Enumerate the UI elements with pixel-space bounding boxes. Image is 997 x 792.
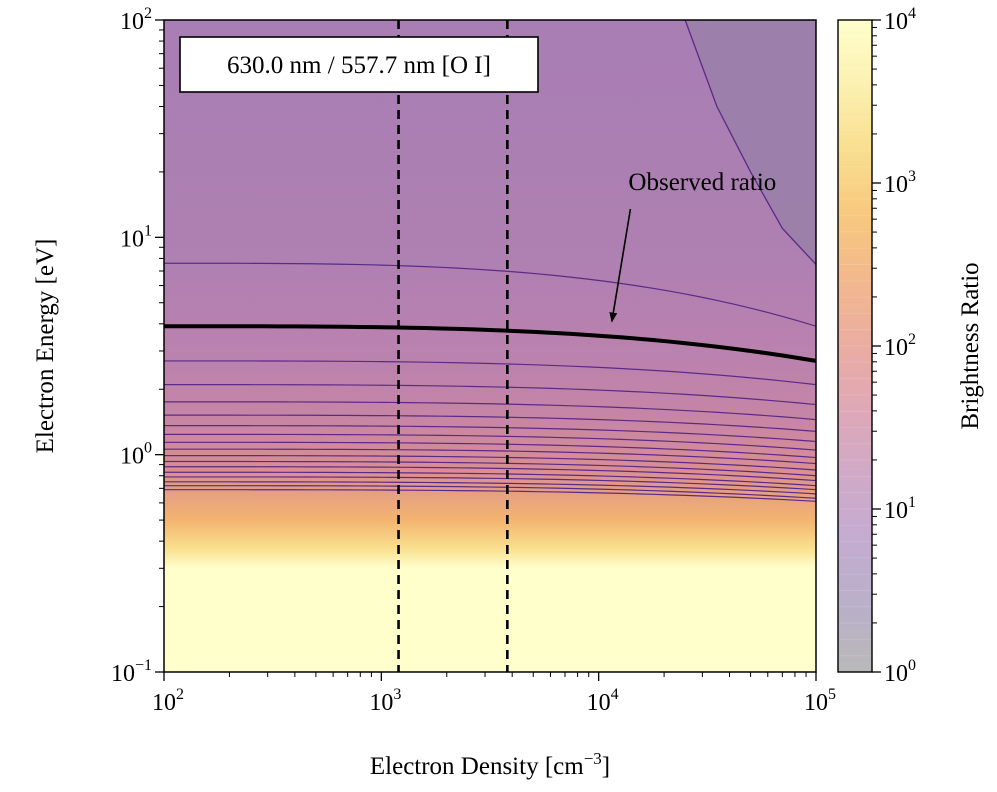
y-axis-ticks: 10−1 100 101 102 [111, 5, 164, 687]
annotation-separator: / [328, 52, 335, 79]
contour [164, 433, 816, 451]
contour-lines [164, 20, 816, 502]
plot-area: 102 103 104 105 10−1 100 101 102 [111, 5, 836, 716]
x-tick-label: 104 [587, 686, 619, 716]
contour [164, 448, 816, 465]
colorbar-tick-label: 104 [884, 5, 916, 35]
contour [164, 489, 816, 502]
density-bounds [397, 20, 509, 672]
contour-upper-right [684, 20, 816, 265]
contour [164, 476, 816, 491]
annotation-denominator: 557.7 nm [341, 52, 436, 79]
contour-ratio-10 [164, 262, 816, 327]
colorbar-tick-label: 101 [884, 494, 916, 524]
annotation-box: 630.0 nm / 557.7 nm [O I] [179, 36, 539, 93]
contour [164, 414, 816, 432]
observed-ratio-arrow [609, 208, 632, 323]
colorbar-tick-label: 102 [884, 331, 916, 361]
contour [164, 455, 816, 471]
contour-observed [164, 324, 816, 363]
colorbar-bands [838, 35, 872, 657]
plot-frame [163, 19, 817, 673]
contour [164, 425, 816, 443]
annotation-numerator: 630.0 nm [227, 52, 322, 79]
y-tick-label: 102 [120, 5, 152, 35]
contour [164, 441, 816, 459]
colorbar-tick-label: 100 [884, 657, 916, 687]
x-tick-label: 105 [804, 686, 836, 716]
contour [164, 460, 816, 477]
contour [164, 384, 816, 406]
colorbar-label: Brightness Ratio [957, 262, 984, 429]
y-axis-label: Electron Energy [eV] [32, 239, 59, 454]
y-tick-label: 101 [120, 222, 152, 252]
contour [164, 471, 816, 487]
contour [164, 481, 816, 495]
contour [164, 360, 816, 386]
annotation-species: [O I] [442, 52, 491, 79]
colorbar: 100 101 102 103 104 Brightness Ratio [837, 5, 984, 687]
observed-ratio-annotation: Observed ratio [609, 169, 776, 323]
contour [164, 466, 816, 482]
contour [164, 485, 816, 499]
upper-right-region [685, 20, 816, 265]
x-axis-ticks: 102 103 104 105 [152, 672, 836, 716]
colorbar-tick-label: 103 [884, 168, 916, 198]
colorbar-gradient [838, 20, 872, 672]
contour [164, 401, 816, 421]
annotation-box-text: 630.0 nm / 557.7 nm [O I] [227, 52, 491, 79]
x-tick-label: 102 [152, 686, 184, 716]
observed-ratio-label: Observed ratio [628, 169, 776, 196]
x-tick-label: 103 [369, 686, 401, 716]
x-axis-label: Electron Density [cm−3] [370, 749, 610, 780]
y-tick-label: 100 [120, 440, 152, 470]
colorbar-ticks: 100 101 102 103 104 [872, 5, 916, 687]
y-tick-label: 10−1 [111, 657, 152, 687]
